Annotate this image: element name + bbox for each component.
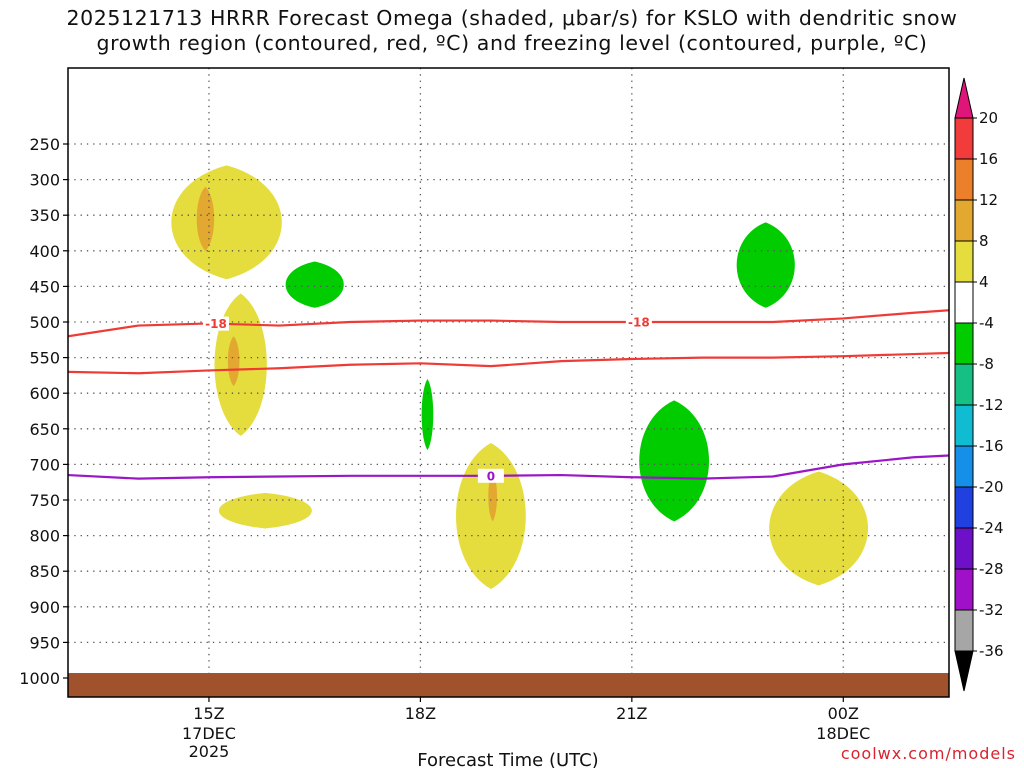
colorbar-bin [954, 527, 974, 570]
contour-freezing-level-label-bg [477, 468, 504, 483]
x-tick-date-label: 17DEC [182, 724, 236, 743]
footer-credit[interactable]: coolwx.com/models [840, 744, 1016, 763]
colorbar-label: -36 [979, 642, 1004, 660]
x-tick-year-label: 2025 [189, 742, 230, 761]
y-tick-label: 550 [29, 349, 60, 368]
y-tick-label: 600 [29, 384, 60, 403]
colorbar-bin [954, 568, 974, 611]
colorbar-bin [954, 117, 974, 160]
y-tick-label: 1000 [19, 669, 60, 688]
colorbar-label: -4 [979, 314, 994, 332]
y-tick-label: 700 [29, 455, 60, 474]
y-tick-label: 850 [29, 562, 60, 581]
colorbar-over-triangle [954, 77, 974, 119]
contour-minus18-upper-label-bg [203, 316, 230, 331]
y-tick-label: 650 [29, 420, 60, 439]
colorbar-bin [954, 240, 974, 283]
colorbar-label: 4 [979, 273, 989, 291]
x-tick-label: 21Z [616, 704, 647, 723]
x-tick-label: 15Z [193, 704, 224, 723]
colorbar-label: -12 [979, 396, 1004, 414]
y-tick-label: 750 [29, 491, 60, 510]
contour-freezing-level [68, 454, 949, 480]
x-tick-label: 18Z [405, 704, 436, 723]
omega-region-negative [285, 261, 344, 308]
colorbar-under-triangle [954, 650, 974, 692]
x-axis-title: Forecast Time (UTC) [417, 750, 598, 768]
omega-region-negative [421, 378, 434, 451]
plot-frame [67, 67, 950, 698]
colorbar-label: -8 [979, 355, 994, 373]
colorbar-label: 8 [979, 232, 989, 250]
x-tick-date-label: 18DEC [816, 724, 870, 743]
y-tick-label: 450 [29, 277, 60, 296]
colorbar-bin [954, 445, 974, 488]
y-tick-label: 250 [29, 135, 60, 154]
omega-region-positive [218, 492, 312, 529]
terrain-fill [68, 673, 949, 697]
colorbar-bin [954, 199, 974, 242]
colorbar-bin [954, 404, 974, 447]
chart-title: 2025121713 HRRR Forecast Omega (shaded, … [0, 6, 1024, 56]
omega-region-positive [171, 165, 282, 280]
plot-area: -18 -18 0 [68, 68, 949, 697]
y-tick-label: 300 [29, 171, 60, 190]
colorbar-label: -32 [979, 601, 1004, 619]
colorbar-bin [954, 486, 974, 529]
colorbar-bin [954, 322, 974, 365]
colorbar-bin [954, 281, 974, 324]
omega-region-negative [639, 400, 710, 522]
omega-region-positive [214, 293, 267, 436]
colorbar-label: -16 [979, 437, 1004, 455]
colorbar-label: 20 [979, 109, 998, 127]
contour-minus18-lower [68, 351, 949, 375]
colorbar-label: -20 [979, 478, 1004, 496]
y-tick-label: 350 [29, 206, 60, 225]
chart-title-line-2: growth region (contoured, red, ºC) and f… [96, 31, 928, 55]
colorbar-bin [954, 158, 974, 201]
colorbar-label: -28 [979, 560, 1004, 578]
y-tick-label: 800 [29, 527, 60, 546]
contour-freezing-level-label: 0 [487, 469, 495, 483]
chart-title-line-1: 2025121713 HRRR Forecast Omega (shaded, … [66, 6, 958, 30]
colorbar-label: 12 [979, 191, 998, 209]
omega-region-negative [736, 222, 795, 308]
omega-region-positive [488, 471, 498, 522]
colorbar-bin [954, 609, 974, 652]
y-tick-label: 900 [29, 598, 60, 617]
omega-region-positive [769, 471, 869, 586]
colorbar-label: 16 [979, 150, 998, 168]
omega-region-positive [227, 336, 240, 387]
x-tick-label: 00Z [828, 704, 859, 723]
y-tick-label: 950 [29, 633, 60, 652]
contour-minus18-upper [68, 309, 949, 338]
contour-minus18-upper-label: -18 [205, 317, 227, 331]
omega-region-positive [196, 186, 215, 251]
colorbar-bin [954, 363, 974, 406]
y-tick-label: 500 [29, 313, 60, 332]
y-tick-label: 400 [29, 242, 60, 261]
colorbar-label: -24 [979, 519, 1004, 537]
contour-minus18-upper-label: -18 [628, 316, 650, 330]
contour-minus18-upper-label-bg [625, 315, 652, 329]
